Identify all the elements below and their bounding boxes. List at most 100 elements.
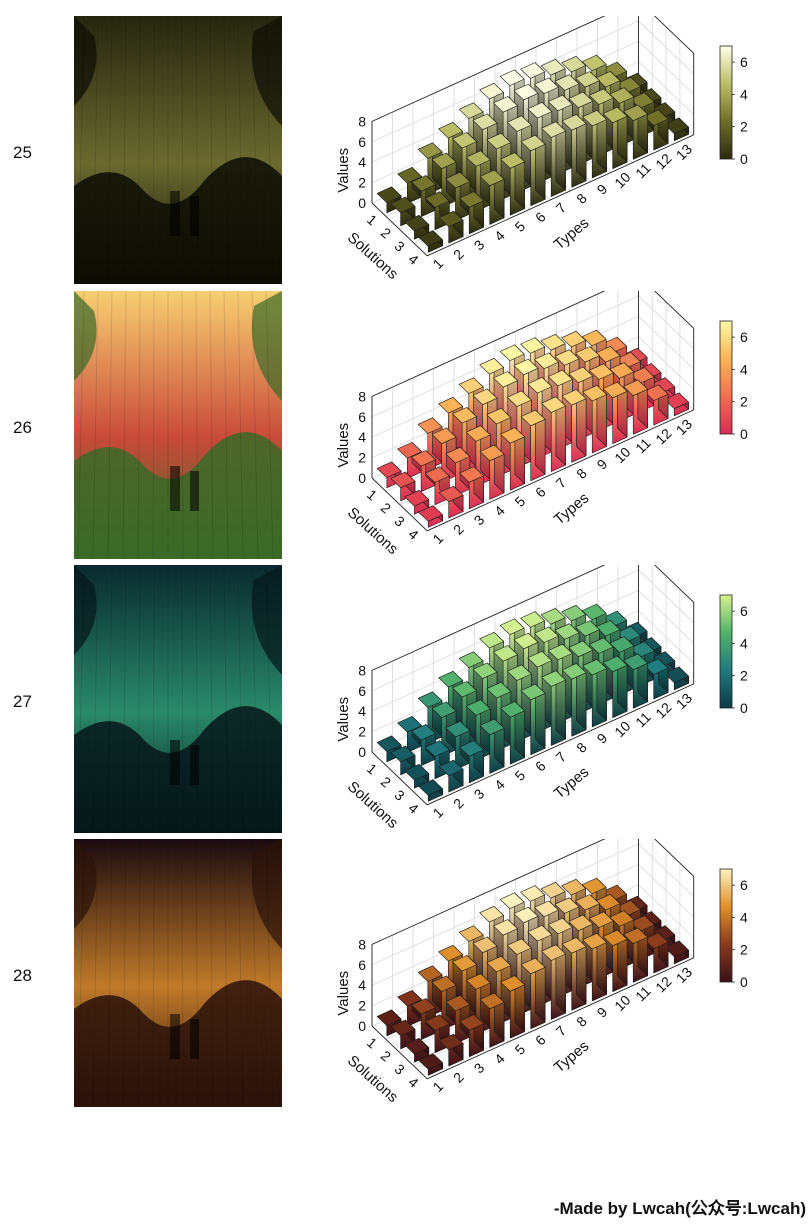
bar-4-10 xyxy=(602,929,628,992)
z-tick-label: 6 xyxy=(358,409,366,425)
row-label: 25 xyxy=(13,143,32,162)
x-tick-label: 12 xyxy=(652,150,674,172)
colorbar-tick-label: 4 xyxy=(740,361,748,377)
colorbar-tick-label: 6 xyxy=(740,877,748,893)
bar-4-9 xyxy=(582,933,607,1002)
y-tick-label: 4 xyxy=(405,526,421,543)
z-tick-label: 4 xyxy=(358,703,366,719)
z-tick-label: 2 xyxy=(358,175,366,191)
bar3d-chart: 0 2 4 6 8 Values 1 2 3 4 Solutions 1 2 3 4 5 6 7 8 9 10 11 12 1… xyxy=(300,274,812,561)
colorbar xyxy=(719,320,733,435)
bar-4-1 xyxy=(418,1053,443,1076)
bar3d-chart: 0 2 4 6 8 Values 1 2 3 4 Solutions 1 2 3 4 5 6 7 8 9 10 11 12 1… xyxy=(300,548,812,835)
x-tick-label: 8 xyxy=(573,1013,590,1030)
x-tick-label: 12 xyxy=(652,425,674,447)
y-tick-label: 1 xyxy=(364,211,380,228)
x-tick-label: 1 xyxy=(430,1078,447,1095)
bar-4-5 xyxy=(500,152,525,216)
x-tick-label: 1 xyxy=(430,255,447,272)
x-tick-label: 5 xyxy=(512,767,529,784)
bar-4-13 xyxy=(664,666,689,691)
bar-4-2 xyxy=(438,210,464,244)
bar-4-3 xyxy=(459,740,484,784)
x-tick-label: 4 xyxy=(491,227,508,244)
colorbar-tick-label: 6 xyxy=(740,603,748,619)
x-tick-label: 4 xyxy=(491,502,508,519)
poster-artwork-icon xyxy=(74,839,282,1107)
y-axis-label: Solutions xyxy=(344,778,401,832)
z-tick-label: 8 xyxy=(358,936,366,952)
y-tick-label: 2 xyxy=(378,499,394,516)
bar-2-3 xyxy=(431,975,457,1031)
x-tick-label: 13 xyxy=(673,690,695,712)
bar-4-8 xyxy=(561,389,587,463)
row-label: 27 xyxy=(13,692,32,711)
bar-4-7 xyxy=(541,670,566,746)
colorbar-tick-label: 0 xyxy=(740,426,748,442)
colorbar xyxy=(719,868,733,983)
x-tick-label: 7 xyxy=(553,199,570,216)
x-tick-label: 2 xyxy=(450,1069,467,1086)
x-tick-label: 9 xyxy=(594,181,611,198)
colorbar-tick-label: 0 xyxy=(740,700,748,716)
x-tick-label: 3 xyxy=(471,785,488,802)
bars xyxy=(376,603,689,802)
bar-4-7 xyxy=(541,121,566,197)
credit-text: -Made by Lwcah(公众号:Lwcah) xyxy=(553,1199,806,1218)
y-axis-label: Solutions xyxy=(344,1052,401,1106)
bar-4-3 xyxy=(459,466,484,510)
x-tick-label: 7 xyxy=(553,748,570,765)
bar-4-2 xyxy=(438,1033,464,1067)
x-tick-label: 10 xyxy=(611,444,633,466)
z-tick-label: 2 xyxy=(358,998,366,1014)
bar-4-10 xyxy=(602,106,628,169)
bar-4-13 xyxy=(664,940,689,965)
z-tick-label: 0 xyxy=(358,195,366,211)
x-tick-label: 7 xyxy=(553,474,570,491)
x-tick-label: 8 xyxy=(573,465,590,482)
bar-1-3 xyxy=(417,691,443,744)
y-tick-label: 2 xyxy=(378,1047,394,1064)
bar-4-9 xyxy=(582,659,607,728)
bar-4-4 xyxy=(479,992,505,1048)
x-tick-label: 3 xyxy=(471,1059,488,1076)
y-axis-label: Solutions xyxy=(344,229,401,283)
row-label: 26 xyxy=(13,418,32,437)
z-axis-label: Values xyxy=(335,423,352,468)
bar-1-3 xyxy=(417,417,443,470)
bar-3-1 xyxy=(404,215,430,240)
bar-4-5 xyxy=(500,427,525,491)
x-tick-label: 12 xyxy=(652,699,674,721)
x-tick-label: 13 xyxy=(673,964,695,986)
bar-4-7 xyxy=(541,396,566,472)
x-tick-label: 9 xyxy=(594,1004,611,1021)
bars xyxy=(376,329,689,528)
y-tick-label: 1 xyxy=(364,1034,380,1051)
poster-artwork-icon xyxy=(74,16,282,284)
x-tick-label: 4 xyxy=(491,1050,508,1067)
y-tick-label: 3 xyxy=(392,787,408,804)
bar-4-12 xyxy=(643,384,669,426)
x-tick-label: 10 xyxy=(611,718,633,740)
colorbar xyxy=(719,594,733,709)
z-axis-label: Values xyxy=(335,148,352,193)
bar-4-4 xyxy=(479,444,505,500)
z-tick-label: 0 xyxy=(358,744,366,760)
bar3d-chart: 0 2 4 6 8 Values 1 2 3 4 Solutions 1 2 3 4 5 6 7 8 9 10 11 12 1… xyxy=(300,0,812,286)
bar-4-9 xyxy=(582,385,607,454)
bar-4-8 xyxy=(561,663,587,737)
poster-illustration xyxy=(74,291,282,559)
row-label: 28 xyxy=(13,966,32,985)
x-tick-label: 13 xyxy=(673,141,695,163)
z-tick-label: 4 xyxy=(358,429,366,445)
y-tick-label: 1 xyxy=(364,486,380,503)
bar-4-9 xyxy=(582,110,607,179)
bar-4-11 xyxy=(623,927,648,983)
bar-4-2 xyxy=(438,759,464,793)
z-tick-label: 0 xyxy=(358,470,366,486)
x-tick-label: 6 xyxy=(532,484,549,501)
x-axis-label: Types xyxy=(551,1038,593,1077)
z-tick-label: 8 xyxy=(358,662,366,678)
bar-4-12 xyxy=(643,658,669,700)
